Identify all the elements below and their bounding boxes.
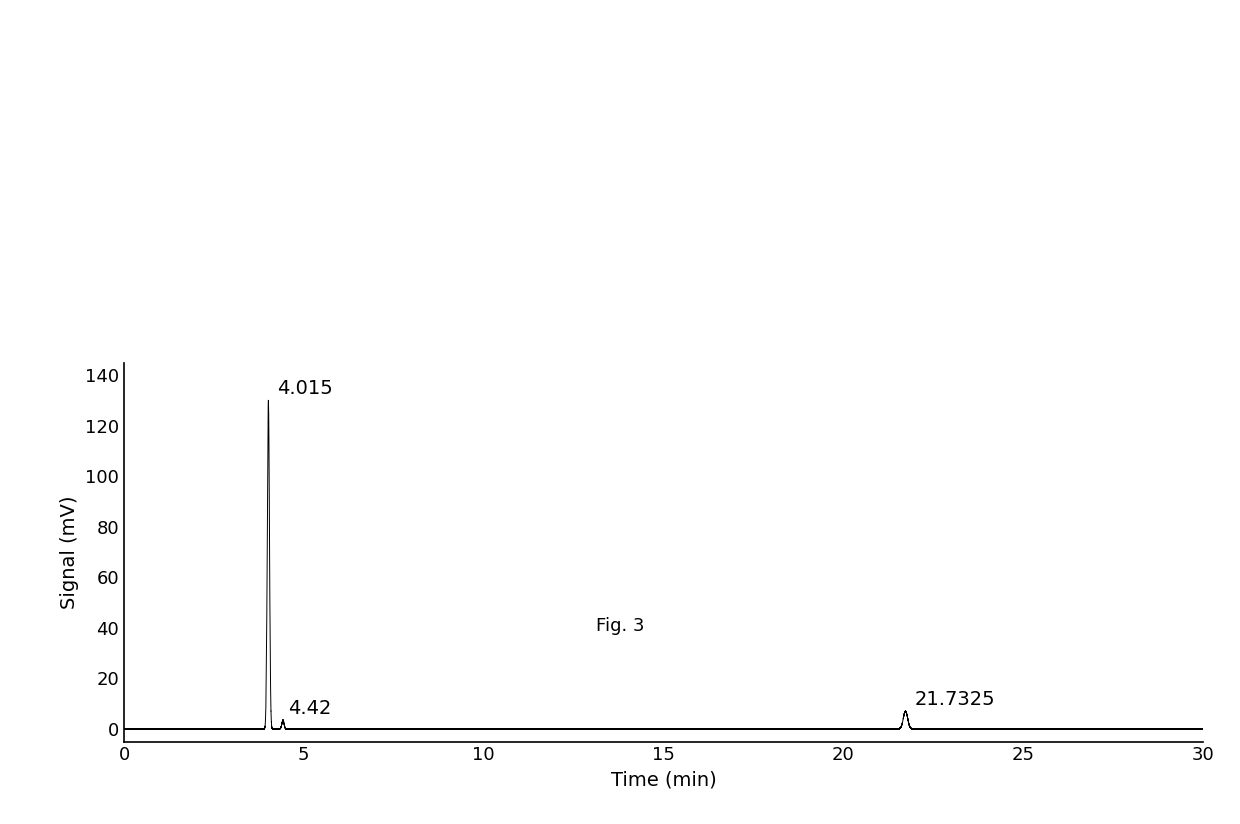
X-axis label: Time (min): Time (min) xyxy=(610,770,717,789)
Text: 21.7325: 21.7325 xyxy=(914,690,996,709)
Text: 4.42: 4.42 xyxy=(289,699,332,718)
Text: 4.015: 4.015 xyxy=(278,379,334,398)
Text: Fig. 3: Fig. 3 xyxy=(595,617,645,635)
Y-axis label: Signal (mV): Signal (mV) xyxy=(61,495,79,609)
